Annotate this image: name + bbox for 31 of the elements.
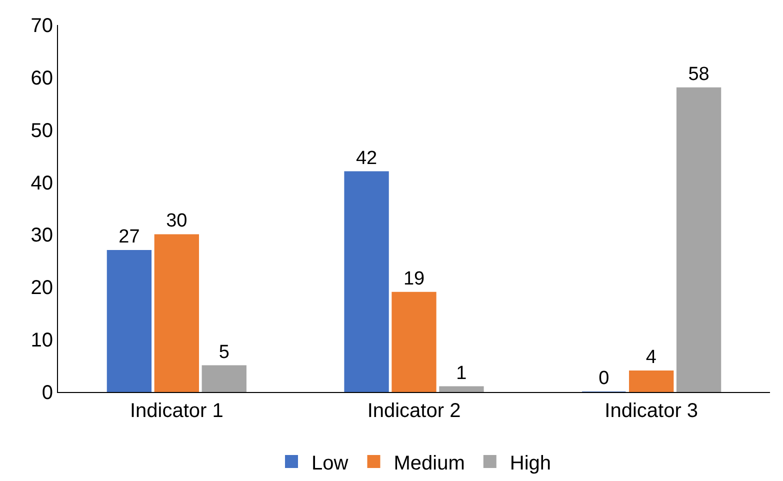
bar <box>676 87 722 392</box>
bar <box>106 250 152 392</box>
y-tick-label: 60 <box>30 67 53 90</box>
y-tick-label: 70 <box>30 15 53 37</box>
data-label: 42 <box>356 148 378 169</box>
legend-label: Medium <box>394 452 465 474</box>
bar <box>439 386 484 392</box>
bar <box>629 370 674 392</box>
data-label: 0 <box>598 368 610 389</box>
data-label: 4 <box>646 347 657 368</box>
data-label: 58 <box>688 64 710 85</box>
data-label: 27 <box>118 226 140 248</box>
data-label: 19 <box>403 268 425 290</box>
x-tick-label: Indicator 3 <box>604 400 698 422</box>
y-tick-label: 30 <box>30 224 53 247</box>
x-tick-label: Indicator 1 <box>130 400 224 422</box>
data-label: 30 <box>166 210 188 232</box>
bar <box>202 365 246 392</box>
bar <box>344 171 389 392</box>
y-tick-label: 0 <box>42 382 53 404</box>
y-tick-label: 20 <box>30 277 53 300</box>
bar <box>392 292 436 392</box>
data-label: 5 <box>218 342 230 363</box>
legend-label: High <box>510 452 552 474</box>
bar <box>154 234 199 392</box>
y-tick-label: 40 <box>30 172 53 194</box>
data-label: 1 <box>456 362 467 384</box>
y-tick-label: 10 <box>30 330 53 352</box>
y-tick-label: 50 <box>30 120 53 142</box>
x-tick-label: Indicator 2 <box>367 400 461 422</box>
legend-label: Low <box>312 452 349 474</box>
